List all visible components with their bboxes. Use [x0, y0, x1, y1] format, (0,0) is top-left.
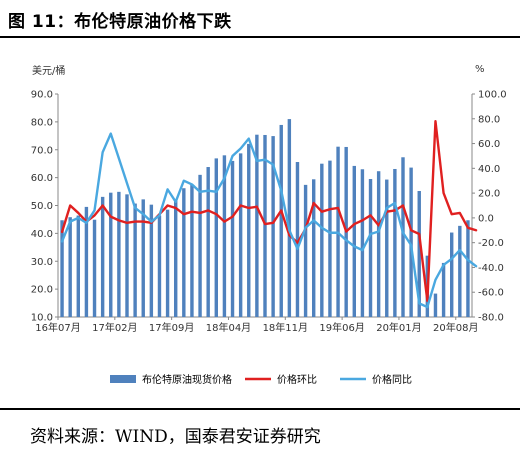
price-bar — [328, 160, 332, 317]
price-bar — [385, 179, 389, 317]
price-bar — [368, 179, 373, 317]
price-bar — [247, 143, 251, 317]
y-right-tick-label: 60.0 — [478, 139, 500, 150]
price-bar — [320, 163, 324, 317]
y-right-tick-label: 20.0 — [478, 189, 500, 200]
x-tick-label: 20年01月 — [376, 321, 421, 334]
price-bar — [68, 217, 72, 317]
y-right-axis-label: % — [475, 64, 485, 75]
price-bar — [360, 169, 365, 317]
plot-area: 10.0 20.0 30.0 40.0 50.0 60.0 70.0 80.0 90.0 -80.… — [31, 90, 507, 335]
price-bar — [433, 293, 438, 317]
top-rule — [0, 36, 520, 38]
price-bar — [109, 192, 113, 317]
figure-header: 图 11：布伦特原油价格下跌 — [0, 0, 520, 40]
price-bar — [165, 209, 170, 317]
y-right-tick-label: 100.0 — [478, 90, 507, 101]
price-bar — [76, 215, 80, 317]
price-bar — [312, 179, 316, 317]
legend-item-price-swatch — [110, 375, 136, 383]
y-left-tick-label: 40.0 — [31, 229, 53, 240]
y-left-tick-label: 80.0 — [31, 117, 53, 128]
yoy-change-line — [60, 132, 478, 309]
price-bar — [287, 119, 292, 318]
legend-item-yoy-label: 价格同比 — [372, 373, 412, 386]
x-tick-label: 17年02月 — [92, 321, 137, 334]
price-bar — [450, 232, 454, 317]
price-bar — [393, 168, 397, 317]
price-bar — [92, 219, 97, 317]
price-bar — [222, 155, 227, 317]
figure-title: 图 11：布伦特原油价格下跌 — [8, 12, 232, 32]
price-bar — [417, 191, 421, 317]
x-tick-label: 18年11月 — [263, 321, 308, 334]
y-right-tick-label: 40.0 — [478, 164, 500, 175]
price-bar — [198, 174, 202, 317]
price-bar — [279, 124, 283, 317]
price-bar — [182, 188, 186, 317]
price-bar — [352, 165, 356, 317]
price-bar — [149, 204, 154, 317]
price-bar — [466, 220, 470, 317]
price-bar — [190, 184, 194, 317]
y-left-tick-label: 60.0 — [31, 173, 53, 184]
price-bar — [409, 167, 413, 317]
legend-item-price-label: 布伦特原油现货价格 — [142, 373, 232, 386]
y-left-tick-label: 10.0 — [31, 313, 53, 324]
y-left-tick-label: 70.0 — [31, 145, 53, 156]
price-bar — [458, 225, 462, 317]
x-tick-label: 20年08月 — [433, 321, 478, 334]
bottom-rule — [0, 408, 520, 410]
price-bar — [206, 167, 210, 317]
price-bar — [84, 206, 89, 317]
x-tick-label: 17年09月 — [149, 321, 194, 334]
price-bar — [376, 171, 381, 317]
price-bar — [263, 134, 267, 317]
price-bar — [295, 162, 300, 317]
y-right-tick-label: -60.0 — [478, 288, 504, 299]
price-bar — [214, 158, 218, 317]
y-left-axis-label: 美元/桶 — [32, 64, 65, 77]
x-tick-label: 16年07月 — [35, 321, 80, 334]
y-right-tick-label: -40.0 — [478, 263, 504, 274]
price-bar — [157, 215, 162, 317]
price-bar — [174, 200, 178, 317]
figure-source: 资料来源：WIND，国泰君安证券研究 — [30, 427, 321, 447]
price-bar — [141, 199, 145, 317]
y-left-tick-label: 50.0 — [31, 201, 53, 212]
price-bar — [60, 220, 64, 317]
price-bar — [238, 153, 243, 317]
y-right-tick-label: -80.0 — [478, 313, 504, 324]
y-left-tick-label: 20.0 — [31, 285, 53, 296]
y-right-tick-label: 0.0 — [478, 213, 494, 224]
price-bar — [125, 194, 129, 317]
y-left-tick-label: 90.0 — [31, 90, 53, 101]
price-bar — [117, 191, 121, 317]
mom-change-line — [60, 120, 478, 303]
price-bar — [100, 196, 105, 317]
price-bar — [230, 160, 235, 317]
legend-item-mom-label: 价格环比 — [277, 373, 317, 386]
x-tick-label: 19年06月 — [319, 321, 364, 334]
price-bar — [255, 134, 259, 317]
brent-price-chart: 美元/桶 % 10.0 20.0 30.0 40.0 50.0 60.0 70.0 80.0 9… — [31, 64, 507, 386]
price-bar — [303, 184, 308, 317]
y-right-tick-label: -20.0 — [478, 238, 504, 249]
price-bar — [133, 203, 137, 317]
price-bar — [401, 157, 405, 317]
y-right-tick-label: 80.0 — [478, 114, 500, 125]
y-left-tick-label: 30.0 — [31, 257, 53, 268]
price-bar — [441, 262, 446, 317]
x-tick-label: 18年04月 — [206, 321, 251, 334]
legend: 布伦特原油现货价格 价格环比 价格同比 — [110, 373, 412, 386]
price-bar — [271, 136, 275, 317]
